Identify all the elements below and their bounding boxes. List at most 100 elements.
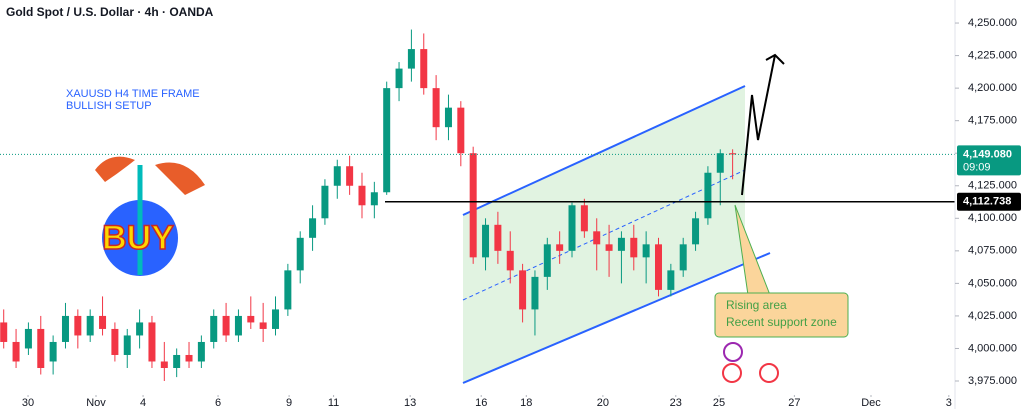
candle-body xyxy=(370,192,378,206)
setup-text: XAUUSD H4 TIME FRAME xyxy=(66,88,200,100)
buy-logo: BUY xyxy=(95,156,205,276)
candle-body xyxy=(272,309,280,329)
candle-body xyxy=(630,237,638,258)
candle-body xyxy=(111,328,119,355)
last-price-label: 4,149.080 xyxy=(963,148,1012,160)
y-tick-label: 3,975.000 xyxy=(968,375,1017,387)
candle-body xyxy=(185,354,193,362)
x-tick-label: 30 xyxy=(22,397,34,409)
candle-body xyxy=(482,224,490,258)
candle-body xyxy=(692,218,700,245)
candle-body xyxy=(593,231,601,245)
last-price-box xyxy=(957,145,1021,176)
candle-body xyxy=(210,315,218,342)
candle-body xyxy=(469,153,477,258)
candle-body xyxy=(136,322,144,336)
candle-body xyxy=(716,153,724,173)
candle-body xyxy=(284,270,292,310)
candle-body xyxy=(173,354,181,368)
channel-upper xyxy=(462,85,746,216)
candle-body xyxy=(395,68,403,89)
event-icon xyxy=(723,342,743,362)
candle-body xyxy=(667,270,675,290)
y-tick-label: 4,075.000 xyxy=(968,245,1017,257)
candle-body xyxy=(420,49,428,89)
x-tick-label: 25 xyxy=(713,397,725,409)
candle-body xyxy=(457,107,465,154)
x-tick-label: 20 xyxy=(597,397,609,409)
arrow-head xyxy=(765,53,785,65)
candle-body xyxy=(247,315,255,323)
y-tick-label: 4,225.000 xyxy=(968,49,1017,61)
candle-body xyxy=(432,88,440,128)
plot xyxy=(0,29,955,382)
candle-body xyxy=(160,361,168,368)
axes: 3,975.000 4,000.000 4,025.000 4,050.000 4,07… xyxy=(22,0,1021,409)
candle-body xyxy=(346,166,354,186)
candle-body xyxy=(333,166,341,186)
x-tick-label: 27 xyxy=(788,397,800,409)
y-tick-label: 4,000.000 xyxy=(968,342,1017,354)
x-tick-label: 23 xyxy=(670,397,682,409)
candle-body xyxy=(37,328,45,368)
candle-body xyxy=(383,88,391,193)
candle-body xyxy=(197,341,205,362)
y-tick-label: 4,200.000 xyxy=(968,82,1017,94)
callout-text: Rising area xyxy=(726,298,787,312)
candle-body xyxy=(222,315,230,336)
wing xyxy=(155,162,205,195)
candle-body xyxy=(531,276,539,310)
y-tick-label: 4,250.000 xyxy=(968,17,1017,29)
candle-body xyxy=(407,49,415,69)
candle-body xyxy=(605,244,613,251)
logo-text: BUY xyxy=(102,219,174,257)
candle-body xyxy=(0,322,8,342)
candle-body xyxy=(444,107,452,128)
candle-body xyxy=(99,315,107,329)
x-tick-label: 3 xyxy=(946,397,952,409)
candle-body xyxy=(494,224,502,251)
candle-body xyxy=(704,172,712,219)
candle-body xyxy=(86,315,94,336)
candle-body xyxy=(580,205,588,232)
x-tick-label: 18 xyxy=(520,397,532,409)
candle-body xyxy=(123,335,131,355)
x-tick-label: 9 xyxy=(286,397,292,409)
wing xyxy=(95,156,135,182)
x-tick-label: 13 xyxy=(404,397,416,409)
candle-body xyxy=(519,270,527,310)
candle-body xyxy=(234,315,242,336)
x-tick-label: Dec xyxy=(861,397,881,409)
x-tick-label: 6 xyxy=(215,397,221,409)
support-price-label: 4,112.738 xyxy=(963,196,1011,208)
y-tick-label: 4,100.000 xyxy=(968,212,1017,224)
candle-body xyxy=(556,244,564,251)
x-tick-label: Nov xyxy=(86,397,106,409)
projection-arrow xyxy=(741,54,776,196)
callout-box xyxy=(714,292,849,338)
support-price-box xyxy=(957,192,1021,211)
candle-body xyxy=(358,185,366,206)
candle-body xyxy=(642,244,650,258)
candle-body xyxy=(259,322,267,329)
chart-title: Gold Spot / U.S. Dollar · 4h · OANDA xyxy=(6,5,214,19)
drawings-front: Rising area Recent support zone XAUUSD H… xyxy=(66,53,849,383)
candle-body xyxy=(309,218,317,238)
candle-body xyxy=(49,341,57,362)
x-tick-label: 4 xyxy=(140,397,146,409)
y-tick-label: 4,050.000 xyxy=(968,277,1017,289)
candle-body xyxy=(568,205,576,251)
setup-text: BULLISH SETUP xyxy=(66,100,152,112)
candle-body xyxy=(617,237,625,251)
event-icon xyxy=(722,363,742,383)
y-tick-label: 4,175.000 xyxy=(968,115,1017,127)
candle-body xyxy=(321,185,329,219)
callout-text: Recent support zone xyxy=(726,315,837,329)
channel-lower xyxy=(462,252,771,384)
candle-body xyxy=(729,153,737,155)
candle-body xyxy=(296,237,304,271)
candle-body xyxy=(506,250,514,271)
candle-body xyxy=(148,322,156,362)
candle-body xyxy=(654,244,662,290)
